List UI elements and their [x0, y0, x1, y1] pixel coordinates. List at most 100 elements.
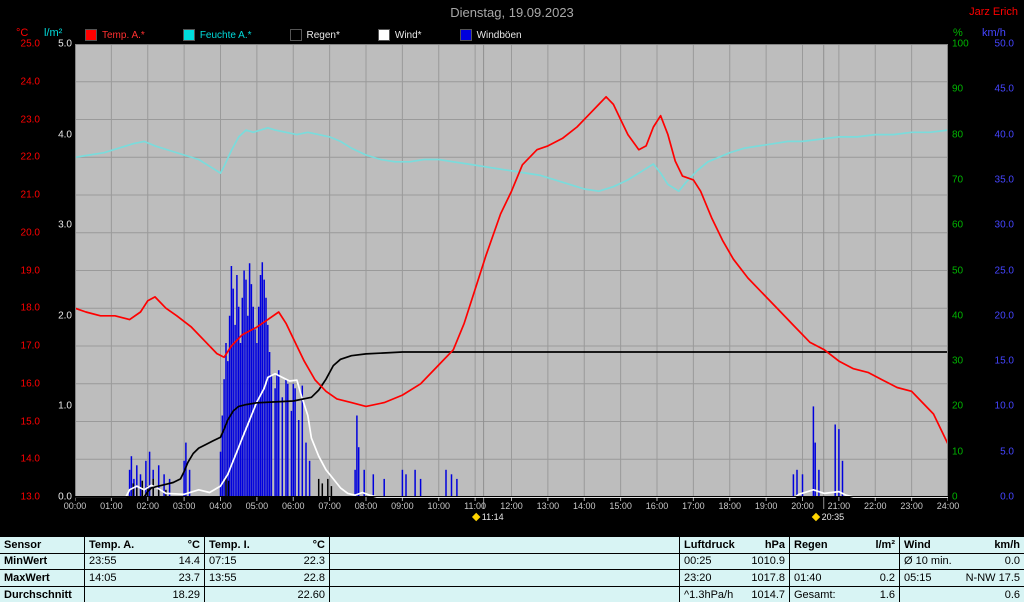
time-markers: 11:14 20:35: [75, 512, 948, 526]
table-cell: 07:15: [205, 554, 270, 570]
table-cell: 18.29: [150, 586, 205, 602]
wind-tick-label: 35.0: [994, 174, 1014, 186]
x-axis-time-label: 00:00: [63, 501, 87, 511]
right-axis-unit-wind: km/h: [982, 27, 1006, 39]
legend-label: Wind*: [394, 29, 422, 41]
humidity-tick-label: 0: [952, 491, 958, 503]
col-header-sensor: Sensor: [0, 537, 85, 554]
table-cell: 1014.7: [745, 586, 790, 602]
series-regen-kumuliert: [75, 351, 948, 498]
legend-label: Windböen: [476, 29, 522, 41]
legend-label: Regen*: [306, 29, 340, 41]
rain-series-swatch-icon: [289, 29, 302, 41]
rain-tick-label: 4.0: [58, 129, 72, 141]
x-axis-time-label: 22:00: [864, 501, 887, 511]
x-axis-time-label: 17:00: [682, 501, 705, 511]
table-cell: 14.4: [150, 553, 205, 570]
x-axis-time-label: 24:00: [936, 501, 960, 511]
x-axis-time-label: 13:00: [536, 501, 560, 511]
wind-tick-label: 40.0: [994, 129, 1014, 141]
wind-tick-label: 10.0: [994, 400, 1014, 412]
humidity-tick-label: 30: [952, 355, 964, 367]
humidity-tick-label: 70: [952, 174, 964, 186]
table-cell: 23:20: [680, 570, 745, 587]
x-axis-time-label: 07:00: [318, 501, 341, 511]
humidity-tick-label: 20: [952, 400, 964, 412]
table-cell: 22.60: [270, 586, 330, 602]
gridlines: [75, 44, 948, 497]
x-axis-time-label: 23:00: [900, 501, 923, 511]
temp-tick-label: 24.0: [20, 76, 40, 88]
legend-item-gusts: Windböen: [459, 29, 522, 41]
table-cell: 01:40: [790, 570, 845, 587]
col-header-rain: Regen: [790, 537, 845, 554]
table-cell: 22.8: [270, 570, 330, 587]
series-temp-a-: [75, 95, 948, 445]
table-cell: [330, 570, 680, 587]
table-cell: 1.6: [845, 586, 900, 602]
rain-tick-label: 0.0: [58, 491, 72, 503]
table-cell: [330, 553, 680, 570]
gusts-series-swatch-icon: [459, 29, 472, 41]
col-header-pressure-unit: hPa: [745, 537, 790, 554]
table-cell: 14:05: [85, 570, 150, 587]
x-axis-time-label: 03:00: [172, 501, 196, 511]
table-cell: 23:55: [85, 554, 150, 570]
temp-tick-label: 17.0: [20, 340, 40, 352]
station-name: Jarz Erich: [969, 6, 1018, 18]
table-cell: Ø 10 min.: [900, 554, 960, 570]
table-cell: 05:15: [900, 570, 960, 587]
col-header-tempa-unit: °C: [150, 537, 205, 554]
y-axis-rain: 5.0 4.0 3.0 2.0 1.0 0.0: [46, 39, 72, 503]
wind-tick-label: 50.0: [994, 38, 1014, 50]
table-cell: [85, 587, 150, 602]
col-header-wind-unit: km/h: [960, 537, 1024, 554]
series-feuchte-a-: [75, 126, 948, 193]
col-header-pressure: Luftdruck: [680, 537, 745, 554]
temp-tick-label: 14.0: [20, 453, 40, 465]
wind-tick-label: 30.0: [994, 219, 1014, 231]
humidity-tick-label: 60: [952, 219, 964, 231]
legend-label: Temp. A.*: [102, 29, 145, 41]
table-cell: [205, 587, 270, 602]
table-cell: [330, 586, 680, 602]
rain-tick-label: 5.0: [58, 38, 72, 50]
table-cell: 1010.9: [745, 553, 790, 570]
legend-item-rain: Regen*: [289, 29, 340, 41]
col-header-wind: Wind: [900, 537, 960, 554]
temp-tick-label: 18.0: [20, 302, 40, 314]
x-axis-time-label: 16:00: [645, 501, 669, 511]
wind-tick-label: 20.0: [994, 310, 1014, 322]
table-cell: 13:55: [205, 570, 270, 587]
x-axis-time-label: 05:00: [245, 501, 269, 511]
x-axis-ticks: [75, 497, 948, 501]
x-axis-time-label: 18:00: [718, 501, 742, 511]
x-axis-time-label: 06:00: [282, 501, 305, 511]
col-header-gap: [330, 537, 680, 554]
table-cell: [790, 554, 845, 570]
col-header-tempi-unit: °C: [270, 537, 330, 554]
table-cell: [845, 553, 900, 570]
wind-tick-label: 15.0: [994, 355, 1014, 367]
wind-tick-label: 45.0: [994, 83, 1014, 95]
summary-table: Sensor Temp. A. °C Temp. I. °C Luftdruck…: [0, 536, 1024, 602]
event-marker-time: 20:35: [821, 512, 845, 522]
event-marker: 20:35: [811, 512, 845, 522]
x-axis-time-label: 20:00: [791, 501, 814, 511]
table-cell: Gesamt:: [794, 588, 836, 601]
right-axis-unit-humidity: %: [953, 27, 963, 39]
table-cell: ^1.3hPa/h: [684, 588, 734, 601]
x-axis-time-label: 14:00: [573, 501, 596, 511]
humidity-tick-label: 100: [952, 38, 969, 50]
col-header-tempi: Temp. I.: [205, 537, 270, 554]
temp-tick-label: 22.0: [20, 151, 40, 163]
x-axis-time-label: 08:00: [354, 501, 378, 511]
rain-tick-label: 3.0: [58, 219, 72, 231]
series-windb-en: [128, 262, 844, 497]
y-axis-wind: 50.0 45.0 40.0 35.0 30.0 25.0 20.0 15.0 10.0 5.0 0…: [978, 39, 1014, 503]
x-axis-time-label: 19:00: [754, 501, 778, 511]
wind-tick-label: 25.0: [994, 265, 1014, 276]
event-marker: 11:14: [471, 512, 504, 522]
temp-series-swatch-icon: [85, 29, 97, 41]
humidity-tick-label: 90: [952, 83, 964, 95]
